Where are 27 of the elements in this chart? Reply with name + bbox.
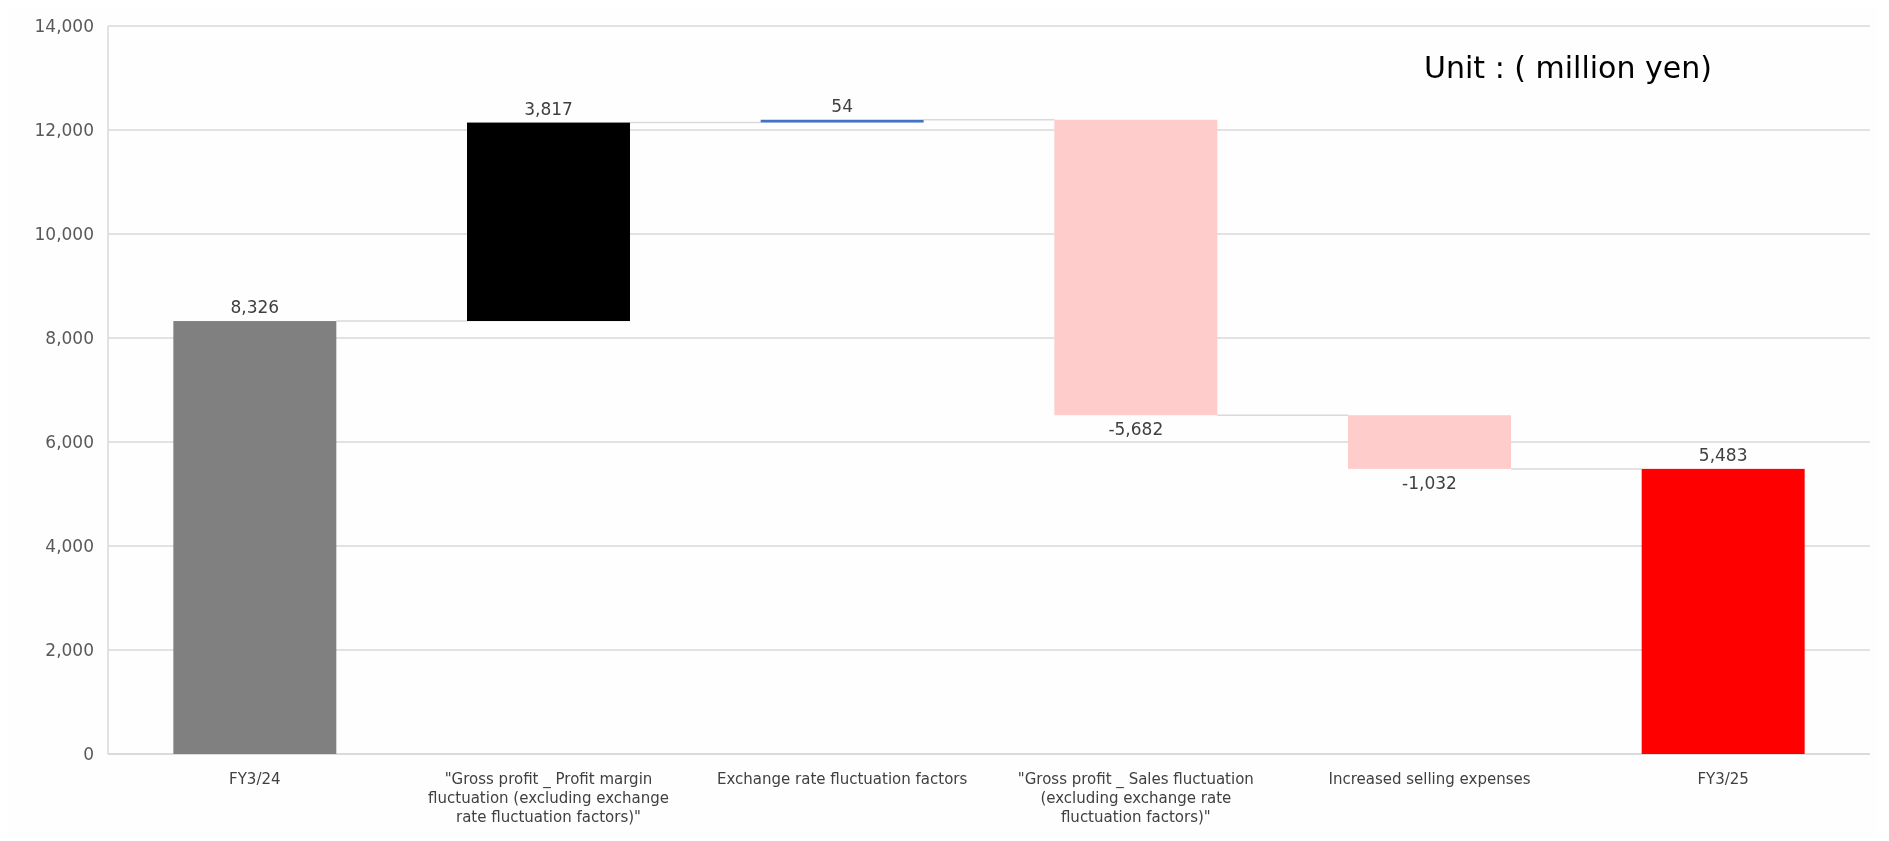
- data-label: -5,682: [1108, 419, 1164, 440]
- y-tick-label: 12,000: [34, 120, 94, 140]
- x-tick-label: "Gross profit _ Profit margin fluctuation (excluding exchange rate fluctuation factors)": [428, 770, 669, 826]
- y-tick-label: 8,000: [45, 328, 94, 348]
- bar: [1641, 468, 1805, 754]
- x-tick-label: Increased selling expenses: [1328, 770, 1531, 788]
- y-tick-label: 6,000: [45, 432, 94, 452]
- x-tick-label: FY3/25: [1697, 770, 1749, 788]
- bar: [173, 321, 337, 754]
- bar: [1054, 119, 1218, 416]
- data-label: 54: [831, 95, 853, 116]
- x-tick-label: "Gross profit _ Sales fluctuation (excluding exchange rate fluctuation factors)": [1017, 770, 1254, 826]
- y-tick-label: 14,000: [34, 16, 94, 36]
- data-label: 8,326: [230, 297, 280, 318]
- x-tick-label: Exchange rate fluctuation factors: [716, 770, 968, 788]
- data-label: 5,483: [1698, 444, 1748, 465]
- y-tick-label: 10,000: [34, 224, 94, 244]
- x-tick-label: FY3/24: [229, 770, 281, 788]
- y-tick-label: 0: [83, 744, 94, 764]
- data-label: 3,817: [524, 98, 573, 119]
- y-tick-label: 2,000: [45, 640, 94, 660]
- y-tick-label: 4,000: [45, 536, 94, 556]
- annotation: Unit : ( million yen): [1424, 50, 1712, 85]
- bar: [467, 122, 630, 322]
- bar: [760, 119, 924, 123]
- data-label: -1,032: [1402, 472, 1457, 493]
- bar: [1348, 415, 1511, 469]
